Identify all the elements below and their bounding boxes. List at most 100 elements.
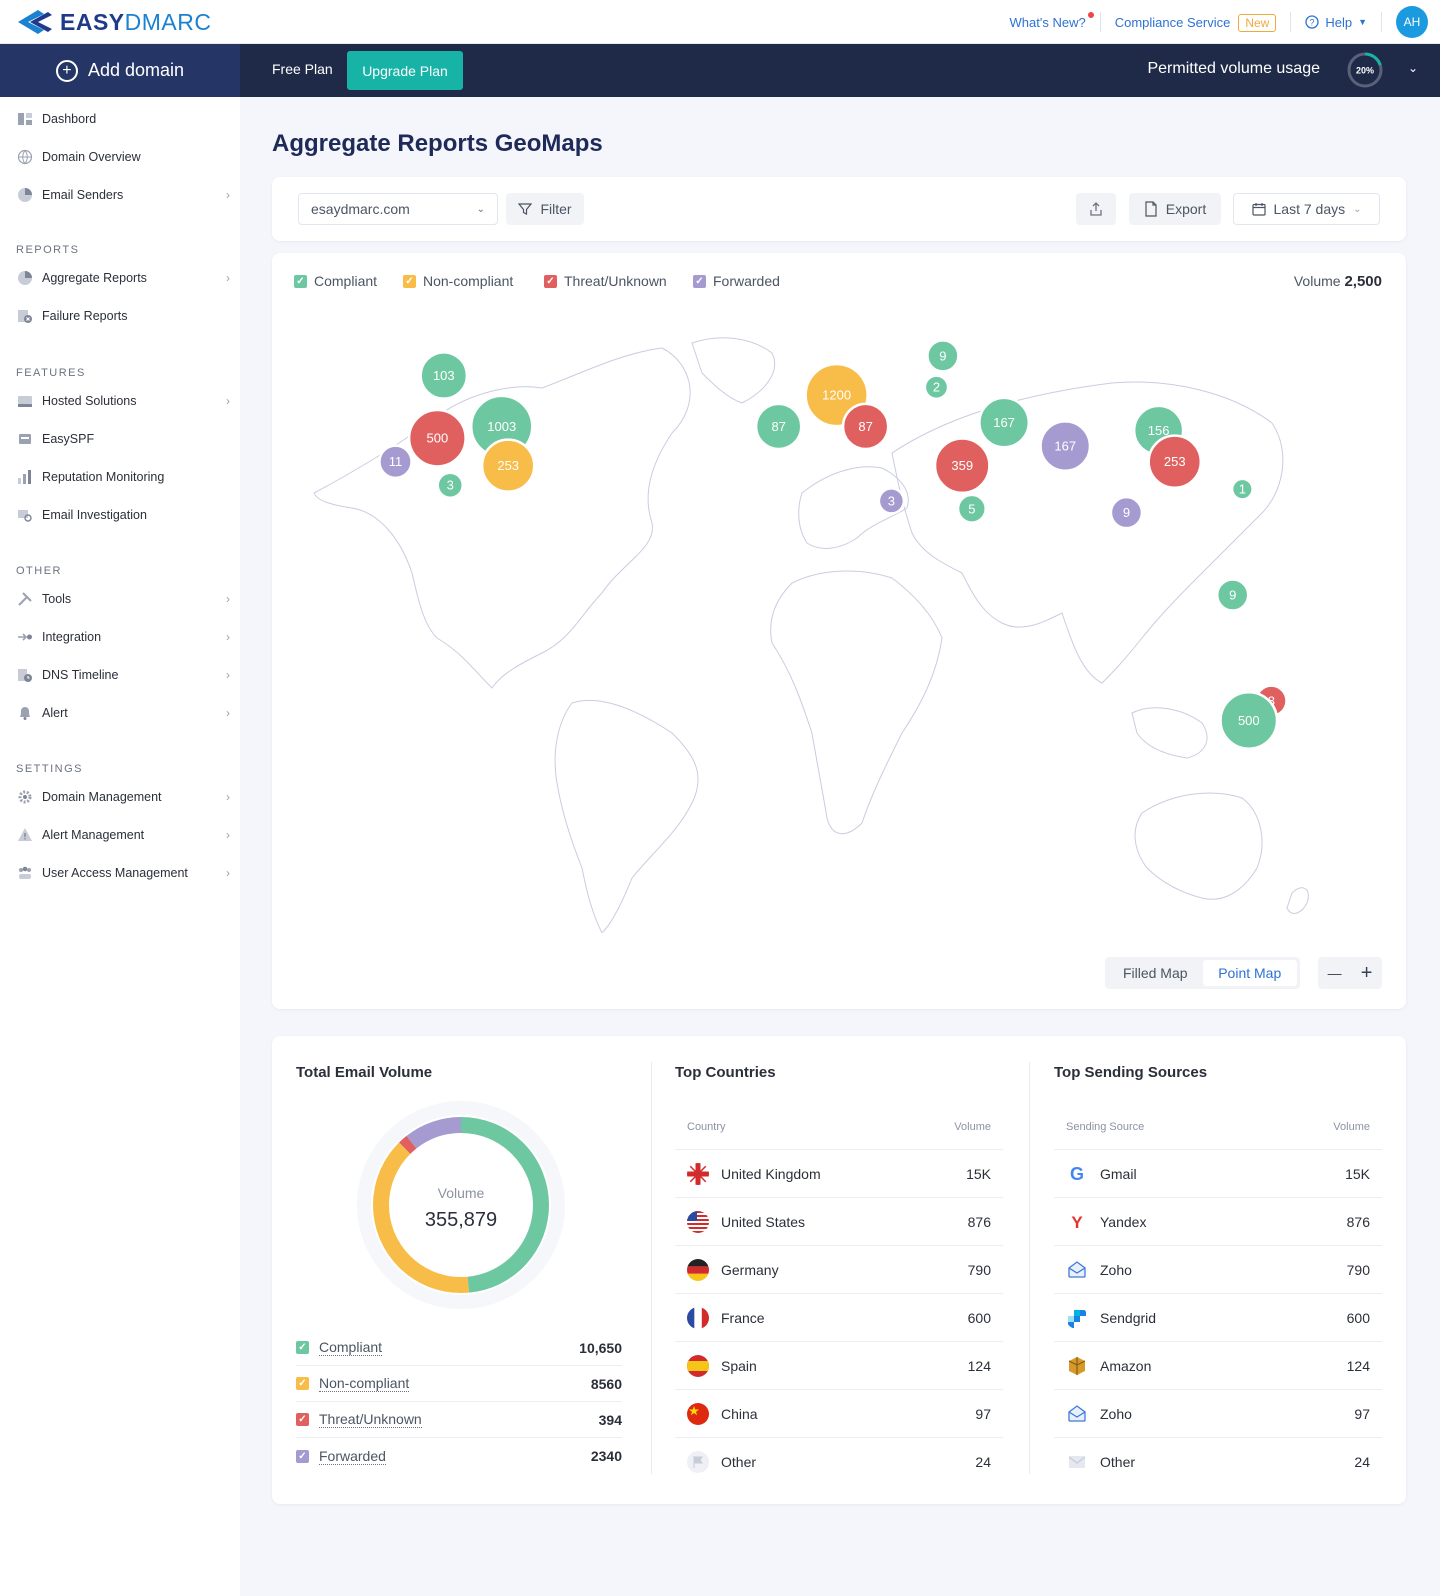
world-map[interactable]: 103 1003 500 11 253 3 1200 87 87 9 2 167 359 3 5 167 156… [272, 293, 1406, 933]
checkbox-checked-icon[interactable]: ✓ [403, 274, 416, 288]
map-point-compliant[interactable]: 103 [419, 351, 469, 400]
map-point-noncompliant[interactable]: 253 [480, 438, 536, 493]
table-row[interactable]: Y Yandex 876 [1054, 1198, 1382, 1246]
map-point-forwarded[interactable]: 9 [1109, 495, 1144, 530]
sidebar-item-integration[interactable]: Integration › [16, 627, 230, 647]
map-point-circle [378, 444, 413, 480]
filter-button[interactable]: Filter [506, 193, 584, 225]
map-point-label: 156 [1148, 423, 1170, 438]
upgrade-plan-button[interactable]: Upgrade Plan [347, 51, 463, 90]
sidebar-item-dashbord[interactable]: Dashbord [16, 109, 230, 129]
legend-toggle-non-compliant[interactable]: ✓ Non-compliant [403, 273, 513, 289]
sidebar-item-reputation-monitoring[interactable]: Reputation Monitoring [16, 467, 230, 487]
donut-segment-forwarded[interactable] [373, 1117, 549, 1293]
sidebar-item-label: Integration [42, 630, 102, 644]
sidebar-item-domain-management[interactable]: Domain Management › [16, 787, 230, 807]
zoom-out-button[interactable]: — [1327, 965, 1342, 981]
sidebar-item-domain-overview[interactable]: Domain Overview [16, 147, 230, 167]
map-point-compliant[interactable]: 1 [1230, 477, 1254, 501]
add-domain-button[interactable]: + Add domain [0, 44, 240, 97]
map-point-compliant[interactable]: 500 [1219, 690, 1279, 750]
legend-toggle-compliant[interactable]: ✓ Compliant [294, 273, 377, 289]
sidebar-item-tools[interactable]: Tools › [16, 589, 230, 609]
sidebar-item-label: Hosted Solutions [42, 394, 137, 408]
export-button[interactable]: Export [1129, 193, 1221, 225]
sidebar-item-alert[interactable]: Alert › [16, 703, 230, 723]
domain-select[interactable]: esaydmarc.com ⌄ [298, 193, 498, 225]
map-point-forwarded[interactable]: 3 [877, 487, 906, 515]
map-point-compliant[interactable]: 167 [978, 396, 1031, 449]
map-point-compliant[interactable]: 9 [1215, 578, 1250, 612]
checkbox-checked-icon[interactable]: ✓ [294, 274, 307, 288]
map-point-compliant[interactable]: 87 [754, 402, 803, 451]
map-point-forwarded[interactable]: 167 [1039, 420, 1092, 472]
users-icon [16, 864, 34, 882]
table-row[interactable]: France 600 [675, 1294, 1003, 1342]
volume-legend-row[interactable]: ✓ Compliant 10,650 [296, 1330, 622, 1366]
sidebar-item-email-senders[interactable]: Email Senders › [16, 185, 230, 205]
volume-legend-row[interactable]: ✓ Non-compliant 8560 [296, 1366, 622, 1402]
checkbox-checked-icon[interactable]: ✓ [693, 274, 706, 288]
row-volume: 15K [1345, 1165, 1370, 1182]
map-point-threat[interactable]: 500 [407, 408, 467, 468]
map-view-toggle[interactable]: Filled Map Point Map [1105, 957, 1300, 989]
map-point-threat[interactable]: 87 [841, 402, 890, 451]
map-point-compliant[interactable]: 9 [926, 339, 960, 373]
chevron-down-icon[interactable]: ⌄ [1407, 61, 1418, 75]
map-point-label: 87 [771, 419, 785, 434]
map-point-forwarded[interactable]: 11 [378, 444, 413, 480]
map-point-threat[interactable]: 359 [933, 437, 991, 495]
whats-new-link[interactable]: What's New? [1009, 11, 1094, 30]
table-row[interactable]: Spain 124 [675, 1342, 1003, 1390]
map-point-threat[interactable]: 253 [1147, 434, 1203, 490]
sidebar-item-user-access-management[interactable]: User Access Management › [16, 863, 230, 883]
table-row[interactable]: Zoho 790 [1054, 1246, 1382, 1294]
table-row[interactable]: United Kingdom 15K [675, 1150, 1003, 1198]
sidebar-item-alert-management[interactable]: Alert Management › [16, 825, 230, 845]
sidebar-section-title: REPORTS [16, 244, 80, 256]
compliance-service-link[interactable]: Compliance Service New [1115, 13, 1277, 32]
sidebar-item-failure-reports[interactable]: Failure Reports [16, 306, 230, 326]
table-row[interactable]: United States 876 [675, 1198, 1003, 1246]
sidebar-item-aggregate-reports[interactable]: Aggregate Reports › [16, 268, 230, 288]
chevron-right-icon: › [226, 592, 230, 606]
table-row[interactable]: China 97 [675, 1390, 1003, 1438]
volume-legend-row[interactable]: ✓ Forwarded 2340 [296, 1438, 622, 1474]
legend-toggle-forwarded[interactable]: ✓ Forwarded [693, 273, 780, 289]
table-row[interactable]: Amazon 124 [1054, 1342, 1382, 1390]
avatar[interactable]: AH [1396, 6, 1428, 38]
usage-gauge[interactable]: 20% [1346, 51, 1384, 89]
table-row[interactable]: Sendgrid 600 [1054, 1294, 1382, 1342]
donut-segment-non-compliant[interactable] [373, 1117, 549, 1293]
map-point-compliant[interactable]: 3 [436, 471, 465, 500]
map-point-compliant[interactable]: 2 [923, 374, 950, 401]
checkbox-checked-icon[interactable]: ✓ [296, 1449, 309, 1463]
sidebar-item-hosted-solutions[interactable]: Hosted Solutions › [16, 391, 230, 411]
date-range-select[interactable]: Last 7 days ⌄ [1233, 193, 1380, 225]
sidebar-item-easyspf[interactable]: EasySPF [16, 429, 230, 449]
checkbox-checked-icon[interactable]: ✓ [296, 1341, 309, 1354]
share-button[interactable] [1076, 193, 1116, 225]
checkbox-checked-icon[interactable]: ✓ [296, 1377, 309, 1390]
volume-legend-row[interactable]: ✓ Threat/Unknown 394 [296, 1402, 622, 1438]
checkbox-checked-icon[interactable]: ✓ [544, 274, 557, 288]
table-row[interactable]: Germany 790 [675, 1246, 1003, 1294]
pie-icon [16, 186, 34, 204]
point-map-tab[interactable]: Point Map [1202, 960, 1297, 986]
sidebar-item-dns-timeline[interactable]: DNS Timeline › [16, 665, 230, 685]
filled-map-tab[interactable]: Filled Map [1122, 965, 1188, 981]
zoom-in-button[interactable]: + [1360, 961, 1373, 984]
legend-toggle-threat-unknown[interactable]: ✓ Threat/Unknown [544, 273, 667, 289]
table-row[interactable]: Other 24 [1054, 1438, 1382, 1486]
table-row[interactable]: Zoho 97 [1054, 1390, 1382, 1438]
table-row[interactable]: G Gmail 15K [1054, 1150, 1382, 1198]
sidebar-item-email-investigation[interactable]: Email Investigation [16, 505, 230, 525]
table-row[interactable]: Other 24 [675, 1438, 1003, 1486]
easydmarc-logo[interactable]: EASYDMARC [16, 8, 211, 36]
help-menu[interactable]: ? Help ▼ [1305, 15, 1367, 30]
volume-donut-chart[interactable]: Volume 355,879 [356, 1100, 566, 1310]
map-point-compliant[interactable]: 5 [956, 493, 987, 524]
map-point-label: 87 [858, 419, 872, 434]
map-point-circle [419, 351, 469, 400]
checkbox-checked-icon[interactable]: ✓ [296, 1413, 309, 1426]
